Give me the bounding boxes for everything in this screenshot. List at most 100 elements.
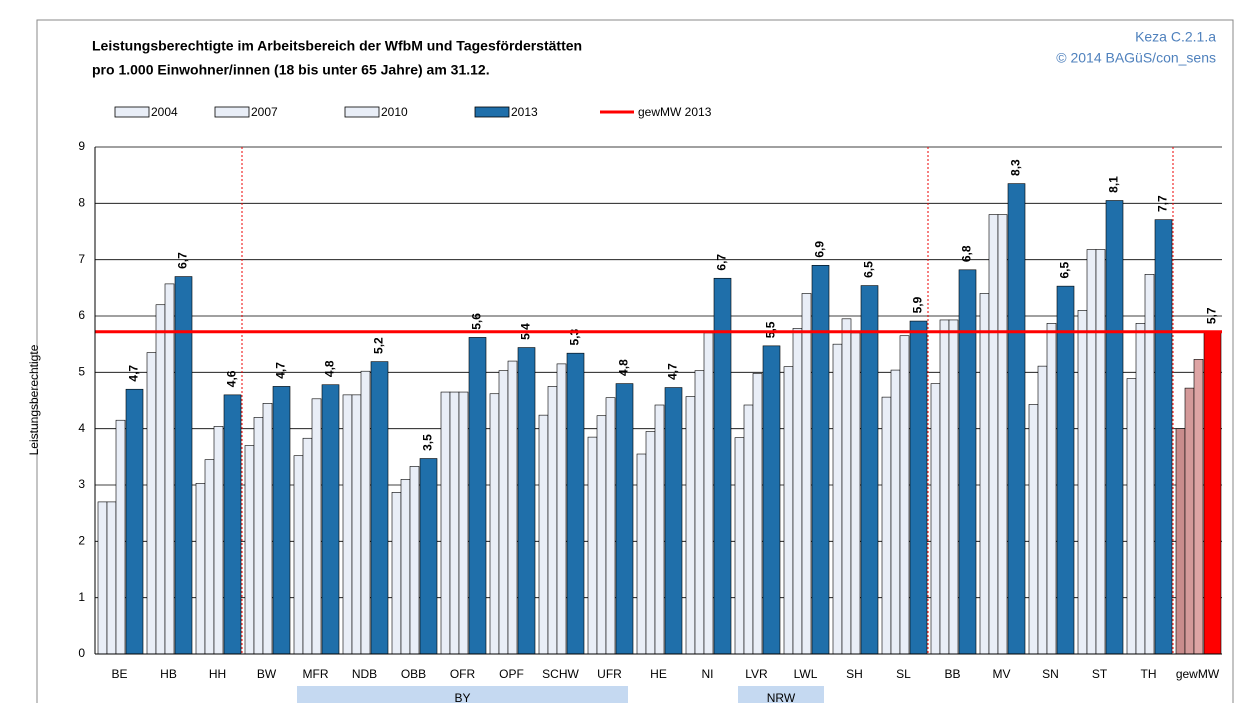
x-tick-label: SH	[846, 667, 863, 681]
bar	[881, 396, 892, 655]
bar	[293, 455, 304, 655]
x-tick-label: ST	[1092, 667, 1108, 681]
legend-label: 2013	[511, 105, 538, 119]
legend-swatch	[344, 106, 380, 118]
bar	[360, 370, 371, 655]
bar	[979, 293, 990, 655]
bar	[547, 386, 558, 655]
bar	[801, 293, 812, 655]
y-tick-label: 3	[78, 477, 85, 491]
x-tick-label: LVR	[745, 667, 768, 681]
x-tick-label: OPF	[499, 667, 524, 681]
value-label: 4,8	[323, 360, 337, 377]
bar	[517, 347, 536, 655]
bar	[489, 393, 500, 655]
bar	[685, 396, 696, 655]
value-label: 6,5	[862, 261, 876, 278]
bar	[370, 361, 389, 655]
bar	[752, 373, 763, 655]
bar	[321, 384, 340, 655]
value-label: 4,8	[617, 359, 631, 376]
bar	[1056, 285, 1075, 655]
bar	[115, 419, 126, 655]
bar	[743, 404, 754, 655]
y-tick-label: 6	[78, 308, 85, 322]
value-label: 6,8	[960, 245, 974, 262]
legend-swatch	[114, 106, 150, 118]
x-tick-label: SL	[896, 667, 911, 681]
legend-swatch	[214, 106, 250, 118]
value-label: 4,7	[274, 362, 288, 379]
bar	[97, 501, 108, 655]
bar	[302, 437, 313, 655]
bar	[400, 479, 411, 655]
bar	[253, 417, 264, 655]
bar	[703, 332, 714, 655]
bar	[538, 414, 549, 655]
bar	[155, 304, 166, 655]
group-label: BY	[454, 691, 470, 703]
bar	[1077, 310, 1088, 655]
bar	[1126, 378, 1137, 655]
value-label: 4,7	[666, 363, 680, 380]
x-tick-label: SCHW	[542, 667, 579, 681]
bar	[762, 345, 781, 655]
value-label: 5,6	[470, 313, 484, 330]
bar	[948, 319, 959, 655]
bar	[1086, 249, 1097, 655]
bar	[468, 337, 487, 655]
x-tick-label: HB	[160, 667, 177, 681]
bar	[615, 383, 634, 655]
bar	[195, 483, 206, 655]
bar	[1007, 183, 1026, 655]
bar	[654, 404, 665, 655]
chart-title: pro 1.000 Einwohner/innen (18 bis unter …	[92, 62, 490, 78]
legend-label: 2007	[251, 105, 278, 119]
value-label: 4,6	[225, 370, 239, 387]
value-label: 5,2	[372, 337, 386, 354]
x-tick-label: BE	[111, 667, 127, 681]
bar	[1037, 365, 1048, 655]
bar	[958, 269, 977, 655]
value-label: 6,9	[813, 241, 827, 258]
bar	[1135, 323, 1146, 655]
bar	[605, 397, 616, 655]
bar	[596, 415, 607, 655]
bar	[899, 335, 910, 655]
chart-title: Leistungsberechtigte im Arbeitsbereich d…	[92, 38, 582, 54]
bar	[1154, 219, 1173, 655]
bar	[351, 394, 362, 655]
bar	[213, 426, 224, 655]
bar	[909, 320, 928, 655]
x-tick-label: OFR	[450, 667, 476, 681]
x-tick-label: BB	[944, 667, 960, 681]
bar	[1105, 200, 1124, 655]
legend-swatch	[474, 106, 510, 118]
bar	[566, 352, 585, 655]
x-tick-label: LWL	[794, 667, 818, 681]
bar	[587, 436, 598, 655]
y-tick-label: 1	[78, 590, 85, 604]
bar	[860, 285, 879, 655]
group-box	[738, 686, 824, 703]
bar	[850, 332, 861, 655]
bar	[832, 343, 843, 655]
bar	[449, 391, 460, 655]
bar	[244, 445, 255, 655]
bar	[939, 319, 950, 655]
x-tick-label: HH	[209, 667, 226, 681]
legend-label: 2010	[381, 105, 408, 119]
bar	[841, 318, 852, 655]
x-tick-label: OBB	[401, 667, 426, 681]
legend-label: 2004	[151, 105, 178, 119]
x-tick-label: NI	[702, 667, 714, 681]
bar	[272, 386, 291, 655]
value-label: 5,7	[1205, 307, 1219, 324]
bar	[458, 391, 469, 655]
bar	[694, 370, 705, 655]
bar	[792, 328, 803, 655]
bar	[507, 360, 518, 655]
value-label: 8,1	[1107, 176, 1121, 193]
x-tick-label: HE	[650, 667, 667, 681]
bar	[645, 431, 656, 655]
